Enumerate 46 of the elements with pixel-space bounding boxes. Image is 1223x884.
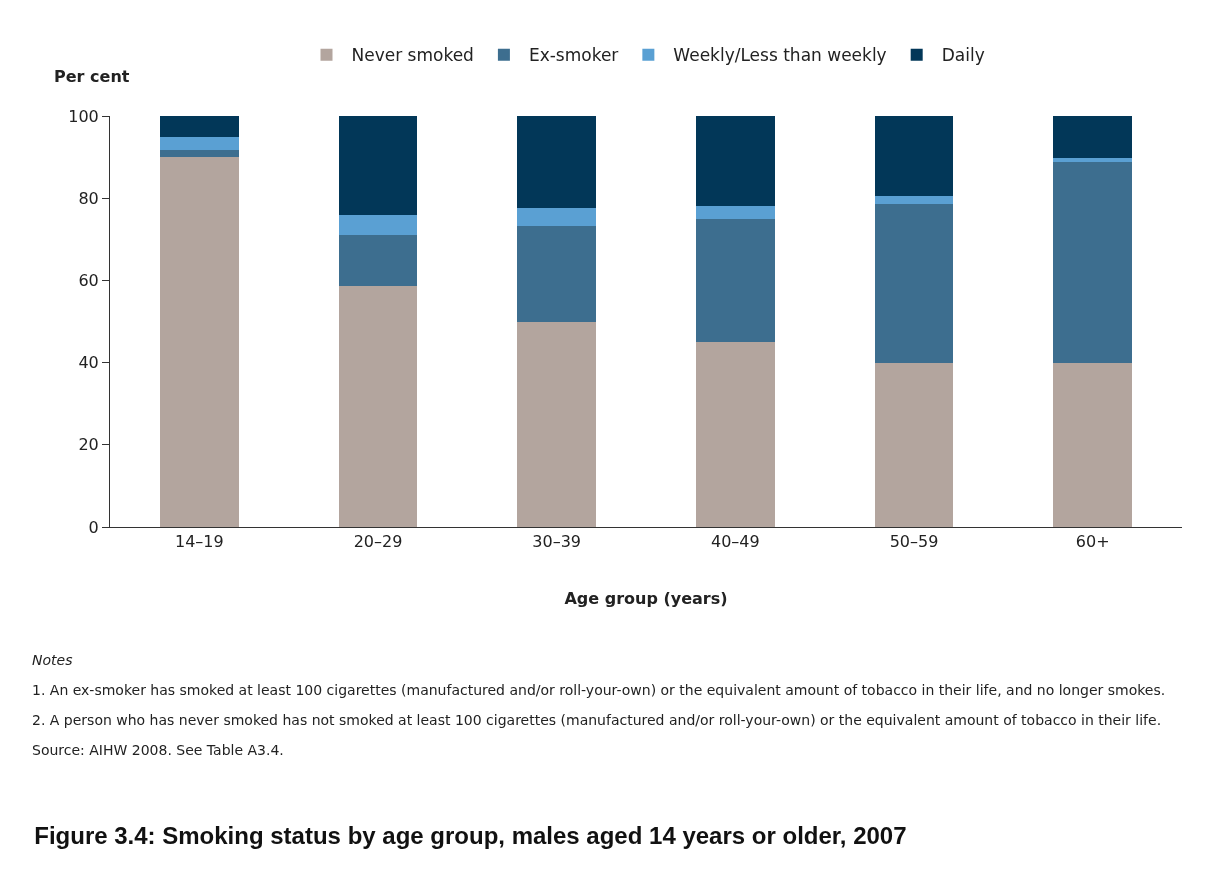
bar (874, 116, 954, 196)
x-tick-label: 50–59 (889, 532, 939, 552)
legend-label: Weekly/Less than weekly (673, 45, 887, 66)
text: Figure 3.4: Smoking status by age group, males aged 14 years or older, 2007 (34, 822, 907, 850)
bar (338, 234, 418, 286)
text: 1. An ex-smoker has smoked at least 100 cigarettes (manufactured and/or roll-your-own) or the equivalent amount of tobacco in their life, and no longer smokes. (32, 681, 1167, 700)
bar (160, 116, 239, 137)
bar (160, 150, 239, 158)
bar (338, 285, 418, 527)
y-axis-title: Per cent (54, 67, 130, 86)
bar (338, 214, 418, 235)
y-tick-label: 20 (78, 435, 99, 455)
x-tick-label: 14–19 (174, 532, 224, 552)
bar (696, 341, 775, 527)
bar (874, 195, 954, 204)
source-note: Source: AIHW 2008. See Table A3.4. (32, 741, 285, 760)
bar (696, 116, 775, 207)
y-tick-label: 80 (78, 188, 99, 208)
bar (696, 206, 775, 220)
bar (1053, 116, 1132, 158)
y-tick-label: 100 (68, 106, 99, 126)
x-tick-label: 20–29 (353, 532, 403, 552)
text: 2. A person who has never smoked has not smoked at least 100 cigarettes (manufactured and/or roll-your-own) or the equivalent amount of tobacco in their life. (32, 711, 1163, 730)
x-axis-title: Age group (years) (564, 588, 728, 608)
bar (338, 116, 418, 215)
text: Notes (32, 651, 74, 670)
bar (1053, 162, 1132, 363)
x-tick-label: 40–49 (710, 532, 760, 552)
legend-label: Never smoked (351, 45, 474, 66)
x-tick-label: 30–39 (532, 532, 582, 552)
bar (517, 226, 596, 322)
y-tick-label: 40 (78, 353, 99, 373)
x-tick-label: 60+ (1075, 532, 1110, 552)
y-tick-label: 0 (88, 517, 99, 537)
bar (1053, 362, 1132, 527)
bar (874, 362, 954, 527)
bar (517, 321, 596, 527)
bar (160, 136, 239, 151)
y-tick-label: 60 (78, 271, 99, 290)
legend-label: Daily (941, 45, 985, 66)
bar (874, 203, 954, 363)
bar (517, 207, 596, 227)
bar (517, 116, 596, 208)
legend-label: Ex-smoker (528, 45, 619, 66)
bar (160, 157, 239, 527)
bar (696, 219, 775, 342)
